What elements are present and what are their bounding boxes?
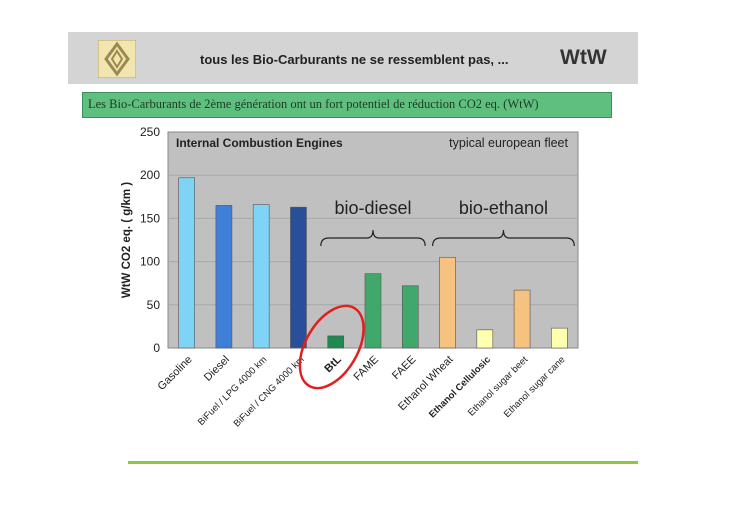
y-tick-label: 250 <box>140 125 160 139</box>
bar-ethanol-sugar-beet <box>513 289 531 349</box>
subtitle-text: Les Bio-Carburants de 2ème génération on… <box>88 97 539 111</box>
group-brace <box>320 229 426 247</box>
bar-bifuel-lpg-4000-km <box>252 204 270 349</box>
header-band <box>68 32 638 84</box>
bar-fame <box>364 273 382 349</box>
x-tick-label: Gasoline <box>156 354 195 393</box>
group-brace <box>432 229 575 247</box>
y-tick-label: 200 <box>140 168 160 182</box>
bar-ethanol-wheat <box>439 256 456 349</box>
header-title: tous les Bio-Carburants ne se ressemblen… <box>200 52 509 67</box>
x-tick-label: BiFuel / LPG 4000 km <box>196 354 270 428</box>
y-tick-label: 50 <box>147 298 161 312</box>
renault-logo-icon <box>98 40 136 78</box>
y-tick-label: 100 <box>140 255 160 269</box>
bar-btl <box>327 335 345 349</box>
group-label: bio-ethanol <box>459 198 548 218</box>
header-brand: WtW <box>560 46 607 69</box>
fleet-annotation: typical european fleet <box>449 136 568 150</box>
x-tick-label: FAEE <box>390 354 418 382</box>
y-axis-label: WtW CO2 eq. ( g/km ) <box>121 182 133 298</box>
group-label: bio-diesel <box>334 198 411 218</box>
x-tick-label: BiFuel / CNG 4000 km <box>232 354 307 429</box>
btl-highlight-circle <box>298 304 365 390</box>
x-tick-label: Diesel <box>202 354 232 384</box>
bar-ethanol-sugar-cane <box>551 327 568 349</box>
subtitle-band <box>82 92 612 118</box>
bar-ethanol-cellulosic <box>476 329 494 349</box>
footer-divider <box>128 461 638 464</box>
y-tick-label: 150 <box>140 211 160 225</box>
bar-bifuel-cng-4000-km <box>290 206 307 349</box>
y-tick-label: 0 <box>153 341 160 355</box>
bar-faee <box>401 285 419 349</box>
chart-title: Internal Combustion Engines <box>176 136 343 150</box>
bar-diesel <box>215 205 233 349</box>
x-tick-label: BtL <box>322 353 344 375</box>
bar-gasoline <box>178 177 195 349</box>
